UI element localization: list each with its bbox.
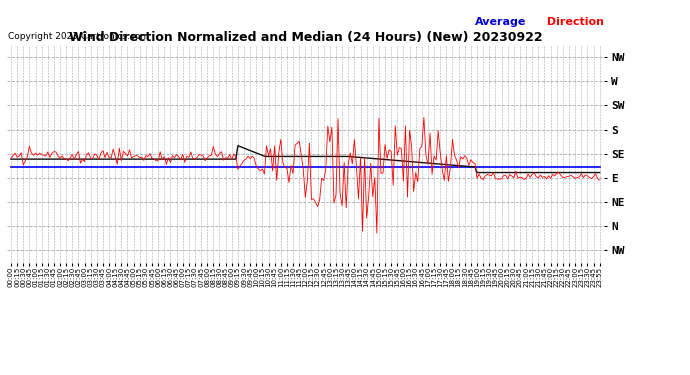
Text: Average: Average xyxy=(475,16,526,27)
Text: Direction: Direction xyxy=(543,16,604,27)
Text: Copyright 2023 Cartronics.com: Copyright 2023 Cartronics.com xyxy=(8,32,150,41)
Title: Wind Direction Normalized and Median (24 Hours) (New) 20230922: Wind Direction Normalized and Median (24… xyxy=(68,31,542,44)
